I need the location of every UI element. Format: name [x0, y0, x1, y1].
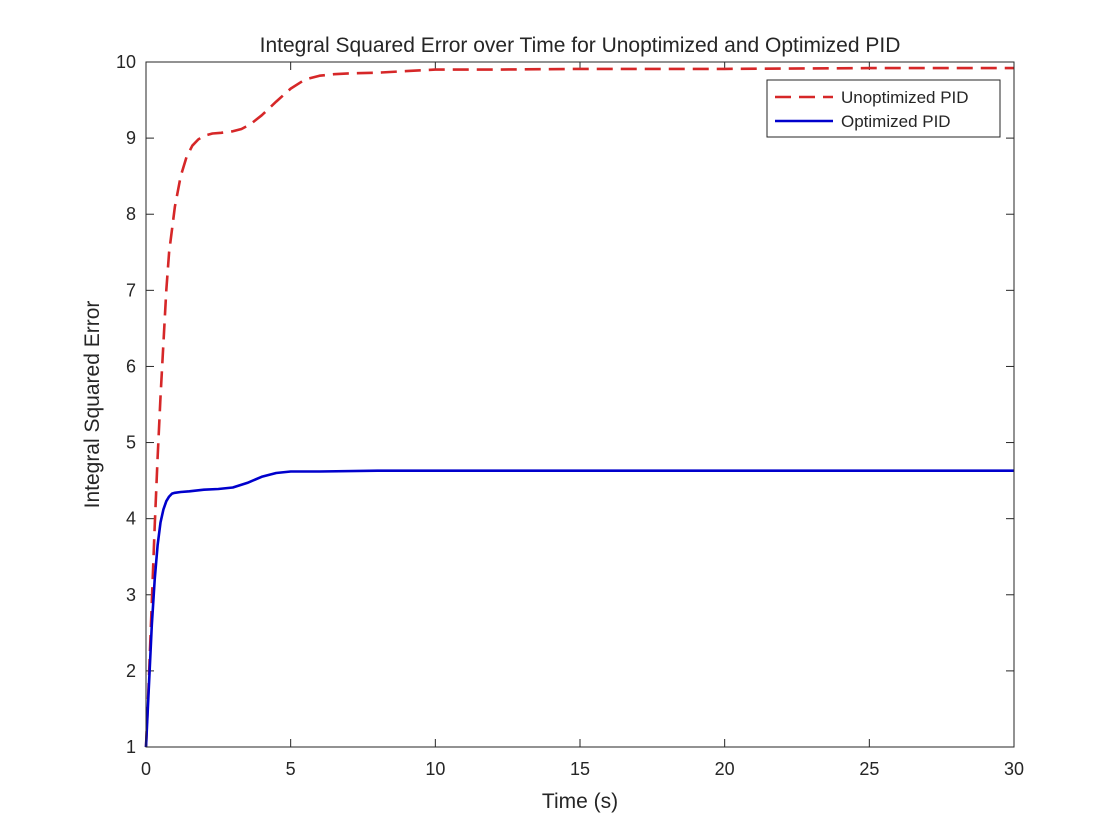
x-axis-label: Time (s): [542, 790, 618, 813]
y-tick-label: 6: [126, 356, 136, 376]
x-tick-label: 0: [141, 759, 151, 779]
legend-box: [766, 79, 1001, 138]
x-tick-label: 15: [570, 759, 590, 779]
ticks: 0 5 10 15 20 25 30 1 2 3 4 5 6 7 8 9 10: [116, 52, 1024, 779]
y-tick-label: 3: [126, 585, 136, 605]
legend: Unoptimized PID Optimized PID: [766, 79, 1001, 138]
x-tick-label: 30: [1004, 759, 1024, 779]
y-tick-label: 2: [126, 661, 136, 681]
y-tick-label: 1: [126, 737, 136, 757]
y-axis-label: Integral Squared Error: [81, 301, 104, 509]
legend-label-optimized: Optimized PID: [841, 112, 951, 131]
x-tick-label: 20: [715, 759, 735, 779]
y-tick-label: 4: [126, 509, 136, 529]
x-tick-label: 10: [425, 759, 445, 779]
x-tick-label: 5: [286, 759, 296, 779]
series-layer: [144, 66, 1014, 748]
plot-frame: [145, 61, 1015, 748]
legend-label-unoptimized: Unoptimized PID: [841, 88, 969, 107]
chart-title: Integral Squared Error over Time for Uno…: [260, 34, 901, 57]
series-line-optimized: [144, 469, 1014, 748]
y-tick-label: 7: [126, 280, 136, 300]
y-tick-label: 8: [126, 204, 136, 224]
y-tick-label: 5: [126, 433, 136, 453]
y-tick-label: 10: [116, 52, 136, 72]
series-line-unoptimized: [144, 66, 1014, 748]
x-tick-label: 25: [859, 759, 879, 779]
y-tick-label: 9: [126, 128, 136, 148]
